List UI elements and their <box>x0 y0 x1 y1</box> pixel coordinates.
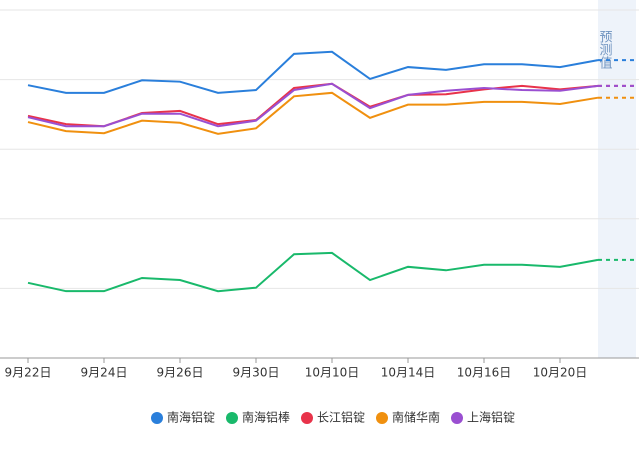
legend-marker <box>376 412 388 424</box>
legend-label: 南海铝锭 <box>167 410 215 425</box>
x-tick-label: 10月20日 <box>533 366 588 380</box>
legend-label: 南储华南 <box>392 410 440 425</box>
x-tick-label: 9月30日 <box>233 366 280 380</box>
series-line <box>27 82 599 128</box>
series-line <box>27 50 599 94</box>
legend-marker <box>451 412 463 424</box>
x-tick-label: 9月24日 <box>81 366 128 380</box>
x-tick-label: 9月26日 <box>157 366 204 380</box>
series-line <box>27 91 599 135</box>
legend-label: 长江铝锭 <box>317 410 365 425</box>
legend-marker <box>151 412 163 424</box>
legend-marker <box>226 412 238 424</box>
x-tick-label: 10月14日 <box>381 366 436 380</box>
series-line <box>27 251 599 293</box>
annotation: 预测值 <box>597 30 613 70</box>
legend-label: 南海铝棒 <box>242 410 290 425</box>
x-tick-label: 10月16日 <box>457 366 512 380</box>
legend-marker <box>301 412 313 424</box>
x-tick-label: 9月22日 <box>5 366 52 380</box>
legend-label: 上海铝锭 <box>467 410 515 425</box>
x-tick-label: 10月10日 <box>305 366 360 380</box>
